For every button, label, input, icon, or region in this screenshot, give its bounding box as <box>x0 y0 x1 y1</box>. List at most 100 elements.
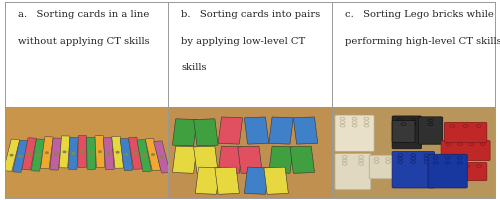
Circle shape <box>433 161 438 164</box>
Circle shape <box>463 125 468 127</box>
FancyBboxPatch shape <box>12 140 28 172</box>
Circle shape <box>428 123 433 126</box>
FancyBboxPatch shape <box>392 121 415 142</box>
Circle shape <box>428 119 433 122</box>
FancyBboxPatch shape <box>392 116 422 149</box>
Circle shape <box>90 153 92 154</box>
Circle shape <box>36 154 40 156</box>
Circle shape <box>10 154 13 156</box>
Circle shape <box>386 157 390 160</box>
Circle shape <box>457 157 462 159</box>
FancyBboxPatch shape <box>392 152 434 188</box>
Circle shape <box>364 121 369 124</box>
Circle shape <box>411 123 416 126</box>
Text: c.   Sorting Lego bricks while

performing high-level CT skills: c. Sorting Lego bricks while performing … <box>344 10 500 46</box>
FancyBboxPatch shape <box>269 117 293 144</box>
Circle shape <box>72 153 74 154</box>
FancyBboxPatch shape <box>369 155 396 179</box>
FancyBboxPatch shape <box>104 138 114 170</box>
Circle shape <box>54 153 57 155</box>
Circle shape <box>411 154 416 157</box>
FancyBboxPatch shape <box>128 137 142 169</box>
FancyBboxPatch shape <box>172 119 197 146</box>
FancyBboxPatch shape <box>59 136 70 168</box>
Circle shape <box>352 124 357 127</box>
FancyBboxPatch shape <box>68 137 78 169</box>
FancyBboxPatch shape <box>238 146 262 173</box>
Circle shape <box>358 156 364 158</box>
Text: b.   Sorting cards into pairs

by applying low-level CT

skills: b. Sorting cards into pairs by applying … <box>182 10 320 72</box>
FancyBboxPatch shape <box>290 146 314 173</box>
FancyBboxPatch shape <box>428 154 467 188</box>
FancyBboxPatch shape <box>86 137 96 169</box>
FancyBboxPatch shape <box>172 146 197 173</box>
FancyBboxPatch shape <box>4 139 20 171</box>
Circle shape <box>433 157 438 159</box>
Circle shape <box>340 117 345 120</box>
FancyBboxPatch shape <box>244 167 268 194</box>
Circle shape <box>64 151 66 153</box>
Circle shape <box>386 161 390 163</box>
Circle shape <box>469 143 474 146</box>
FancyBboxPatch shape <box>137 140 152 172</box>
FancyBboxPatch shape <box>244 117 268 144</box>
FancyBboxPatch shape <box>269 146 293 173</box>
Circle shape <box>424 154 429 157</box>
Circle shape <box>398 123 402 126</box>
Circle shape <box>398 118 402 121</box>
Circle shape <box>411 118 416 121</box>
Circle shape <box>342 159 347 162</box>
FancyBboxPatch shape <box>154 141 170 173</box>
Circle shape <box>477 165 482 167</box>
Text: a.   Sorting cards in a line

without applying CT skills: a. Sorting cards in a line without apply… <box>18 10 150 46</box>
Circle shape <box>340 124 345 127</box>
FancyBboxPatch shape <box>146 138 160 171</box>
Circle shape <box>424 157 429 160</box>
Circle shape <box>358 159 364 162</box>
FancyBboxPatch shape <box>218 117 242 144</box>
Circle shape <box>19 156 22 157</box>
Circle shape <box>411 161 416 163</box>
Circle shape <box>98 151 101 152</box>
Circle shape <box>445 161 450 164</box>
FancyBboxPatch shape <box>40 137 53 169</box>
FancyBboxPatch shape <box>418 117 442 144</box>
Circle shape <box>480 143 485 146</box>
Circle shape <box>152 154 154 155</box>
Circle shape <box>445 157 450 159</box>
Circle shape <box>342 156 347 158</box>
FancyBboxPatch shape <box>448 162 487 181</box>
FancyBboxPatch shape <box>294 117 318 144</box>
Circle shape <box>81 151 84 152</box>
Circle shape <box>342 163 347 165</box>
Circle shape <box>401 123 406 126</box>
FancyBboxPatch shape <box>194 146 218 173</box>
FancyBboxPatch shape <box>196 167 220 194</box>
Circle shape <box>374 157 379 160</box>
FancyBboxPatch shape <box>32 139 45 171</box>
Circle shape <box>424 161 429 163</box>
Circle shape <box>364 124 369 127</box>
FancyBboxPatch shape <box>194 119 218 146</box>
FancyBboxPatch shape <box>218 146 242 173</box>
Circle shape <box>458 143 462 146</box>
Circle shape <box>411 157 416 160</box>
Circle shape <box>446 143 451 146</box>
FancyBboxPatch shape <box>22 138 36 170</box>
Circle shape <box>358 163 364 165</box>
Circle shape <box>364 117 369 120</box>
Circle shape <box>457 161 462 164</box>
Circle shape <box>398 161 402 163</box>
Circle shape <box>28 153 30 155</box>
FancyBboxPatch shape <box>95 136 105 168</box>
FancyBboxPatch shape <box>215 167 240 194</box>
Circle shape <box>374 161 379 163</box>
Circle shape <box>46 152 48 153</box>
FancyBboxPatch shape <box>78 136 86 167</box>
Circle shape <box>453 165 458 167</box>
Circle shape <box>134 153 136 154</box>
Circle shape <box>398 157 402 160</box>
FancyBboxPatch shape <box>335 153 371 190</box>
FancyBboxPatch shape <box>50 138 62 170</box>
Circle shape <box>352 121 357 124</box>
